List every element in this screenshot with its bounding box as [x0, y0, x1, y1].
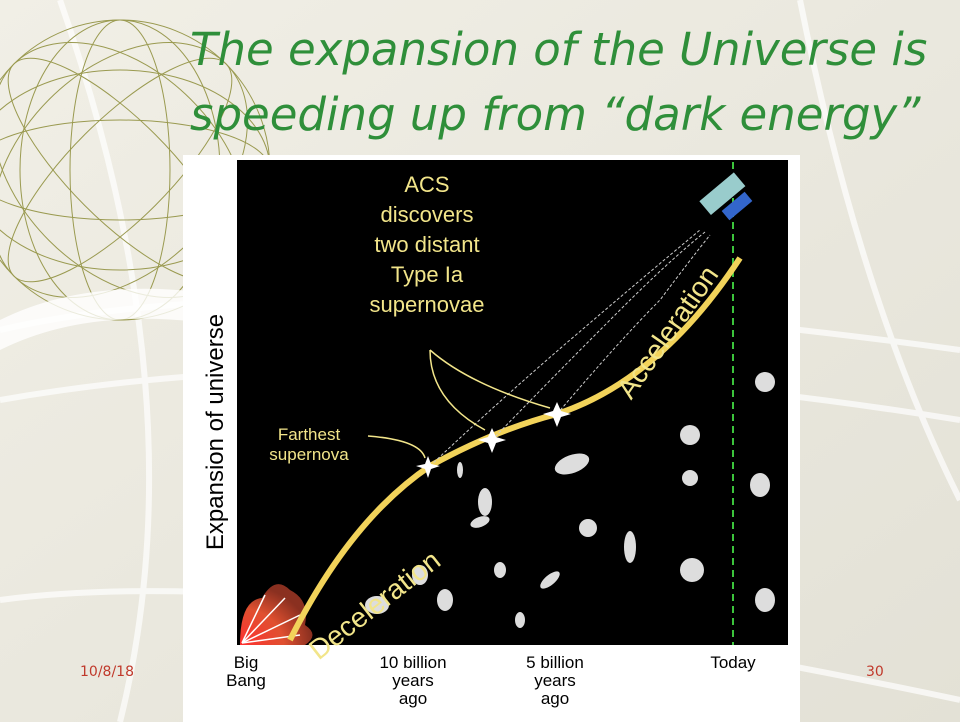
x-label: 5 billion	[526, 653, 584, 672]
annotation-text: supernovae	[370, 292, 485, 317]
annotation-text: Type Ia	[391, 262, 464, 287]
annotation-text: ACS	[404, 172, 449, 197]
figure-plot	[237, 160, 788, 645]
page: The expansion of the Universe is speedin…	[0, 0, 960, 722]
annotation-text: discovers	[381, 202, 474, 227]
x-label: years	[534, 671, 576, 690]
annotation-text: two distant	[374, 232, 479, 257]
x-label: years	[392, 671, 434, 690]
x-label: 10 billion	[379, 653, 446, 672]
annotation-text: Farthest	[278, 425, 341, 444]
x-label: ago	[399, 689, 427, 708]
y-axis-label: Expansion of universe	[202, 314, 229, 550]
annotation-text: supernova	[269, 445, 349, 464]
x-label: Big	[234, 653, 259, 672]
page-number: 30	[866, 664, 884, 680]
title-line: The expansion of the Universe is	[190, 23, 927, 76]
x-label: Bang	[226, 671, 266, 690]
x-label: Today	[710, 653, 756, 672]
figure: Expansion of universe	[183, 155, 800, 722]
title-line: speeding up from “dark energy”	[190, 88, 921, 141]
slide: The expansion of the Universe is speedin…	[0, 0, 960, 722]
footer-date: 10/8/18	[80, 664, 134, 680]
x-label: ago	[541, 689, 569, 708]
